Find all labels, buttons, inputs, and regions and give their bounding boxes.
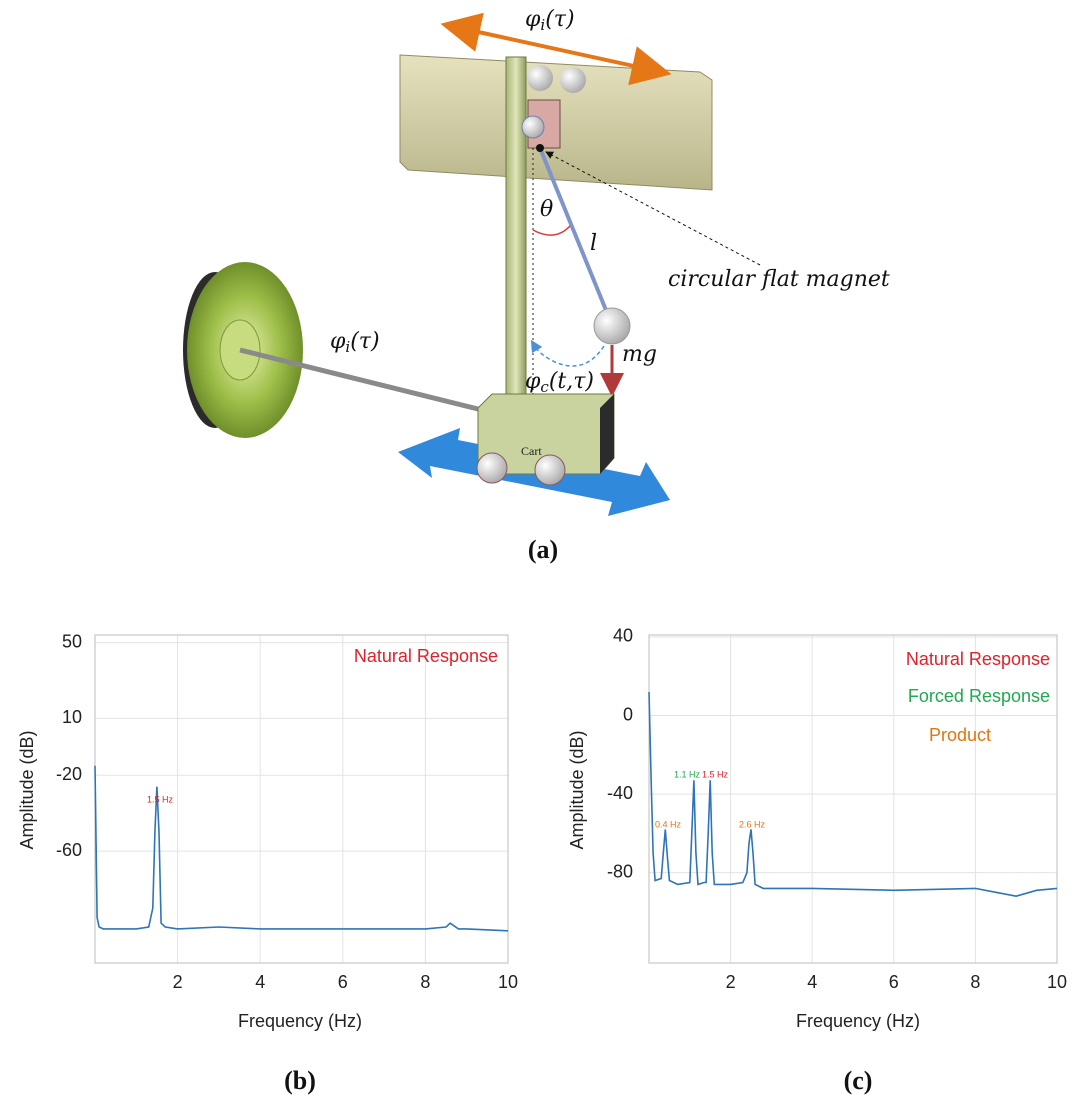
y-tick-label: -20	[56, 764, 82, 784]
y-axis-title: Amplitude (dB)	[17, 730, 37, 849]
force-label: φi(τ)	[525, 7, 575, 34]
legend-text: Natural Response	[354, 646, 498, 666]
caption: (b)	[284, 1066, 316, 1095]
legend-text: Forced Response	[908, 686, 1050, 706]
cart-wheel	[535, 455, 565, 485]
diagram: Cart φi(τ) θ l circular flat magnet φi(τ…	[183, 7, 890, 564]
figure: Cart φi(τ) θ l circular flat magnet φi(τ…	[0, 0, 1086, 1103]
x-tick-label: 6	[338, 972, 348, 992]
legend-text: Natural Response	[906, 649, 1050, 669]
symbol: φ	[330, 329, 346, 354]
pole	[506, 57, 526, 397]
data-line	[95, 766, 508, 931]
x-tick-label: 4	[255, 972, 265, 992]
symbol: φ	[525, 7, 541, 32]
x-tick-label: 10	[498, 972, 518, 992]
legend-text: Product	[929, 725, 991, 745]
bob	[594, 308, 630, 344]
x-tick-label: 2	[173, 972, 183, 992]
cart-label: Cart	[521, 444, 542, 458]
x-tick-label: 10	[1047, 972, 1067, 992]
force-label: φc(t,τ)	[525, 369, 594, 396]
length-label: l	[590, 231, 597, 256]
peak-label: 2.6 Hz	[739, 819, 766, 829]
x-tick-label: 6	[889, 972, 899, 992]
argument: (τ)	[545, 7, 574, 32]
peak-label: 0.4 Hz	[655, 819, 682, 829]
x-tick-label: 2	[726, 972, 736, 992]
angle-arc	[533, 226, 570, 235]
y-tick-label: 0	[623, 704, 633, 724]
y-tick-label: -80	[607, 861, 633, 881]
weight-label: mg	[622, 342, 657, 367]
caption: (a)	[528, 535, 558, 564]
caption: (c)	[844, 1066, 873, 1095]
x-tick-label: 8	[970, 972, 980, 992]
force-label: φi(τ)	[330, 329, 380, 356]
peak-label: 1.1 Hz	[674, 769, 701, 779]
y-tick-label: 10	[62, 707, 82, 727]
cart-wheel	[477, 453, 507, 483]
x-axis-title: Frequency (Hz)	[238, 1011, 362, 1031]
argument: (τ)	[350, 329, 379, 354]
wheel	[560, 67, 586, 93]
peak-label: 1.5 Hz	[147, 794, 174, 804]
y-axis-title: Amplitude (dB)	[567, 730, 587, 849]
wheel	[527, 65, 553, 91]
pivot	[522, 116, 544, 138]
magnet-label: circular flat magnet	[668, 267, 890, 292]
argument: (t,τ)	[549, 369, 594, 394]
x-tick-label: 4	[807, 972, 817, 992]
swing-arrow	[534, 345, 604, 366]
y-tick-label: 40	[613, 626, 633, 646]
cart-side	[600, 394, 614, 474]
magnet-point	[536, 144, 544, 152]
x-tick-label: 8	[420, 972, 430, 992]
y-tick-label: 50	[62, 631, 82, 651]
x-axis-title: Frequency (Hz)	[796, 1011, 920, 1031]
peak-label: 1.5 Hz	[702, 769, 729, 779]
theta-label: θ	[540, 197, 553, 222]
y-tick-label: -40	[607, 783, 633, 803]
symbol: φ	[525, 369, 541, 394]
y-tick-label: -60	[56, 840, 82, 860]
